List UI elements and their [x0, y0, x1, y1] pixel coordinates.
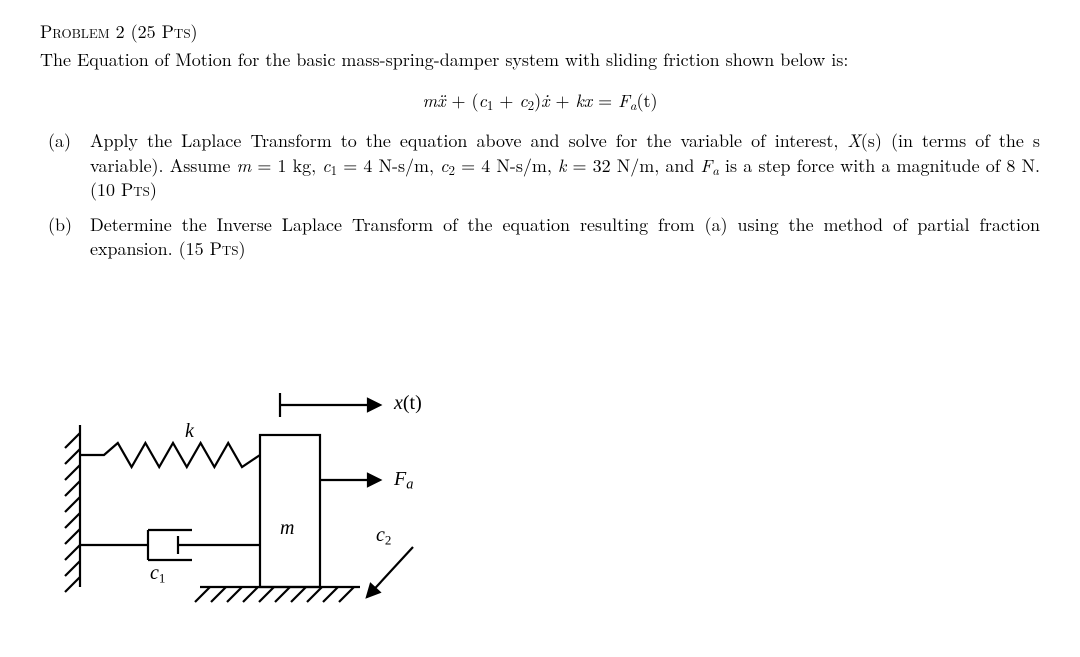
a-m: m — [237, 153, 252, 178]
label-Fa: Fa — [394, 466, 413, 495]
title-pts: Pts — [162, 19, 191, 44]
a-close: ) — [150, 177, 157, 202]
b-pts: Pts — [210, 236, 239, 261]
problem-title: Problem 2 (25 Pts) — [40, 20, 1040, 44]
a-c1: c — [322, 153, 330, 178]
equation-of-motion: mẍ + (c1 + c2)ẋ + kx = Fa(t) — [40, 89, 1040, 114]
title-close: ) — [191, 19, 198, 44]
part-a: (a) Apply the Laplace Transform to the e… — [40, 129, 1040, 202]
eq-x: x — [584, 88, 592, 113]
part-b: (b) Determine the Inverse Laplace Transf… — [40, 213, 1040, 262]
a-X: X — [847, 128, 860, 153]
a-Fas: a — [712, 160, 719, 179]
eq-plus1: + ( — [446, 88, 479, 113]
part-a-body: Apply the Laplace Transform to the equat… — [90, 129, 1040, 202]
eq-c1: c — [479, 88, 487, 113]
eq-t: (t) — [637, 88, 658, 113]
eq-xdd: ẍ — [437, 88, 445, 113]
b-close: ) — [238, 236, 245, 261]
a-kv: = 32 N/m, and — [566, 153, 700, 178]
eq-c2: c — [519, 88, 527, 113]
eq-m: m — [422, 88, 437, 113]
label-c2: c2 — [376, 522, 391, 549]
eq-plus2: + — [549, 88, 575, 113]
a-Fa: F — [701, 153, 713, 178]
eq-Fa: F — [618, 88, 630, 113]
intro-text: The Equation of Motion for the basic mas… — [40, 48, 1040, 72]
title-num: 2 (25 — [110, 19, 162, 44]
eq-k: k — [575, 88, 583, 113]
part-b-body: Determine the Inverse Laplace Transform … — [90, 213, 1040, 262]
mass-spring-damper-diagram: x(t) k m Fa c1 c2 — [60, 370, 490, 630]
a-prefix: Apply the Laplace Transform to the equat… — [90, 128, 847, 153]
label-m: m — [280, 515, 294, 542]
eq-plusc: + — [493, 88, 519, 113]
a-mval: = 1 kg, — [251, 153, 322, 178]
label-xt: x(t) — [394, 390, 422, 417]
eq-Fas: a — [630, 95, 637, 114]
label-c1: c1 — [150, 560, 165, 587]
part-a-label: (a) — [40, 129, 90, 202]
a-Xs: (s) — [861, 128, 882, 153]
problem-page: Problem 2 (25 Pts) The Equation of Motio… — [0, 0, 1080, 657]
a-c1v: = 4 N-s/m, — [337, 153, 440, 178]
label-k: k — [185, 418, 194, 445]
part-b-label: (b) — [40, 213, 90, 262]
title-problem: Problem — [40, 19, 110, 44]
diagram-svg — [60, 370, 490, 630]
a-pts: Pts — [121, 177, 150, 202]
a-c2v: = 4 N-s/m, — [455, 153, 558, 178]
eq-eq: = — [592, 88, 618, 113]
